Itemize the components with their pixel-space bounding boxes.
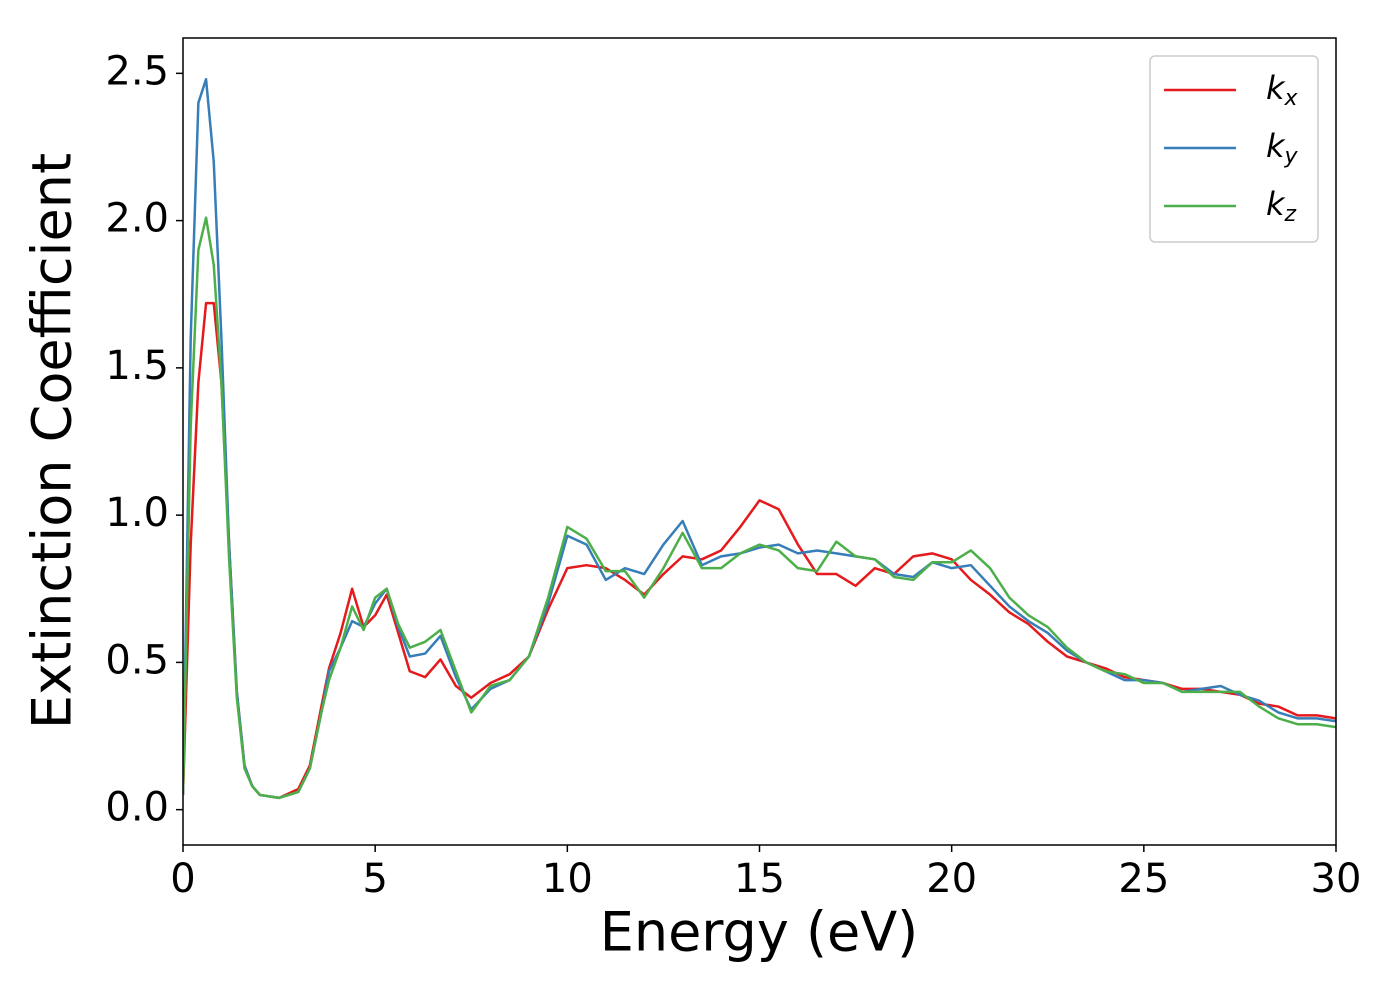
x-tick-label: 30 — [1311, 856, 1362, 902]
line-series — [183, 301, 1336, 800]
y-tick-label: 1.0 — [105, 490, 169, 536]
y-tick-label: 2.0 — [105, 196, 169, 242]
legend-label: ky — [1266, 127, 1299, 169]
y-tick-label: 2.5 — [105, 48, 169, 94]
x-tick-label: 25 — [1118, 856, 1169, 902]
x-tick-label: 0 — [170, 856, 195, 902]
y-tick-label: 0.0 — [105, 785, 169, 831]
x-tick-label: 20 — [926, 856, 977, 902]
legend-label: kx — [1266, 69, 1299, 111]
y-tick-label: 0.5 — [105, 637, 169, 683]
y-axis-label: Extinction Coefficient — [21, 153, 84, 729]
legend-label: kz — [1266, 185, 1297, 227]
x-tick-label: 5 — [362, 856, 387, 902]
x-tick-label: 15 — [734, 856, 785, 902]
y-tick-label: 1.5 — [105, 343, 169, 389]
x-axis-label: Energy (eV) — [600, 901, 919, 964]
x-tick-label: 10 — [542, 856, 593, 902]
plot-frame — [182, 37, 1337, 846]
line-series — [183, 216, 1336, 800]
